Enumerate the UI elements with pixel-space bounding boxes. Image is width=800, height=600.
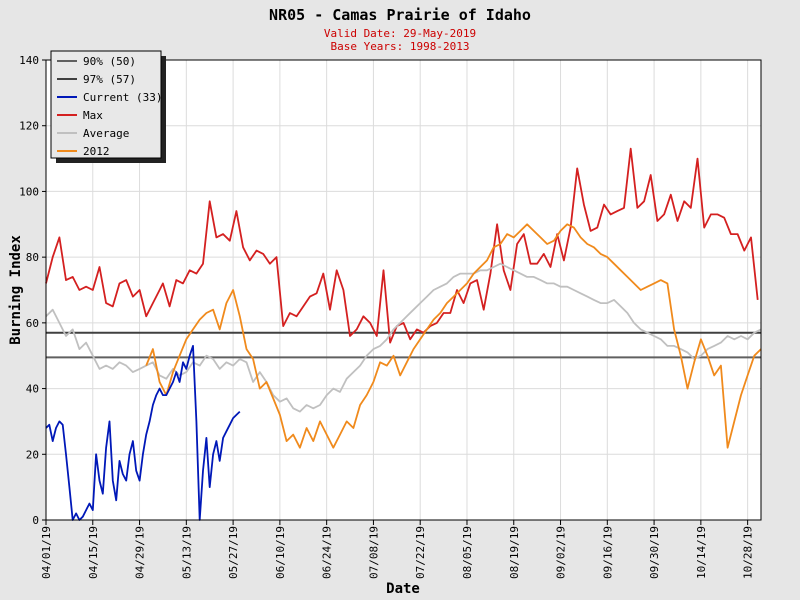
x-tick-label-3: 05/13/19 bbox=[180, 526, 193, 579]
y-tick-label-120: 120 bbox=[19, 120, 39, 133]
x-tick-label-15: 10/28/19 bbox=[742, 526, 755, 579]
series-line-current-33 bbox=[45, 344, 241, 521]
x-tick-label-0: 04/01/19 bbox=[40, 526, 53, 579]
x-tick-label-13: 09/30/19 bbox=[648, 526, 661, 579]
y-tick-label-20: 20 bbox=[26, 448, 39, 461]
threshold-lines bbox=[46, 331, 761, 359]
series-line-2012 bbox=[145, 223, 762, 449]
y-tick-label-0: 0 bbox=[32, 514, 39, 527]
legend-label-2: Current (33) bbox=[83, 91, 162, 104]
legend: 90% (50) 97% (57) Current (33) Max Average 20… bbox=[50, 50, 166, 163]
x-axis-ticks: 04/01/19 04/15/19 04/29/19 05/13/19 05/27/19… bbox=[40, 520, 755, 579]
legend-label-4: Average bbox=[83, 127, 129, 140]
x-tick-label-2: 04/29/19 bbox=[134, 526, 147, 579]
legend-label-5: 2012 bbox=[83, 145, 110, 158]
y-tick-label-80: 80 bbox=[26, 251, 39, 264]
chart-subtitle-valid-date: Valid Date: 29-May-2019 bbox=[324, 27, 476, 40]
legend-label-3: Max bbox=[83, 109, 103, 122]
legend-box bbox=[50, 50, 162, 159]
x-tick-label-5: 06/10/19 bbox=[274, 526, 287, 579]
x-axis-title: Date bbox=[386, 581, 420, 597]
x-tick-label-12: 09/16/19 bbox=[601, 526, 614, 579]
plot-area-border bbox=[45, 59, 762, 521]
series-line-average bbox=[45, 262, 762, 413]
x-tick-label-11: 09/02/19 bbox=[555, 526, 568, 579]
y-axis-title: Burning Index bbox=[8, 235, 24, 345]
x-tick-label-9: 08/05/19 bbox=[461, 526, 474, 579]
series-lines bbox=[45, 147, 762, 521]
x-tick-label-7: 07/08/19 bbox=[367, 526, 380, 579]
x-tick-label-8: 07/22/19 bbox=[414, 526, 427, 579]
series-line-max bbox=[45, 147, 759, 344]
y-tick-label-60: 60 bbox=[26, 317, 39, 330]
legend-label-1: 97% (57) bbox=[83, 73, 136, 86]
chart-subtitle-base-years: Base Years: 1998-2013 bbox=[330, 40, 469, 53]
legend-label-0: 90% (50) bbox=[83, 55, 136, 68]
y-axis-ticks: 0 20 40 60 80 100 120 140 bbox=[19, 54, 46, 527]
x-tick-label-6: 06/24/19 bbox=[321, 526, 334, 579]
y-tick-label-100: 100 bbox=[19, 185, 39, 198]
y-tick-label-40: 40 bbox=[26, 383, 39, 396]
chart-title: NR05 - Camas Prairie of Idaho bbox=[269, 6, 531, 24]
y-tick-label-140: 140 bbox=[19, 54, 39, 67]
x-tick-label-10: 08/19/19 bbox=[508, 526, 521, 579]
x-tick-label-4: 05/27/19 bbox=[227, 526, 240, 579]
x-tick-label-1: 04/15/19 bbox=[87, 526, 100, 579]
x-tick-label-14: 10/14/19 bbox=[695, 526, 708, 579]
